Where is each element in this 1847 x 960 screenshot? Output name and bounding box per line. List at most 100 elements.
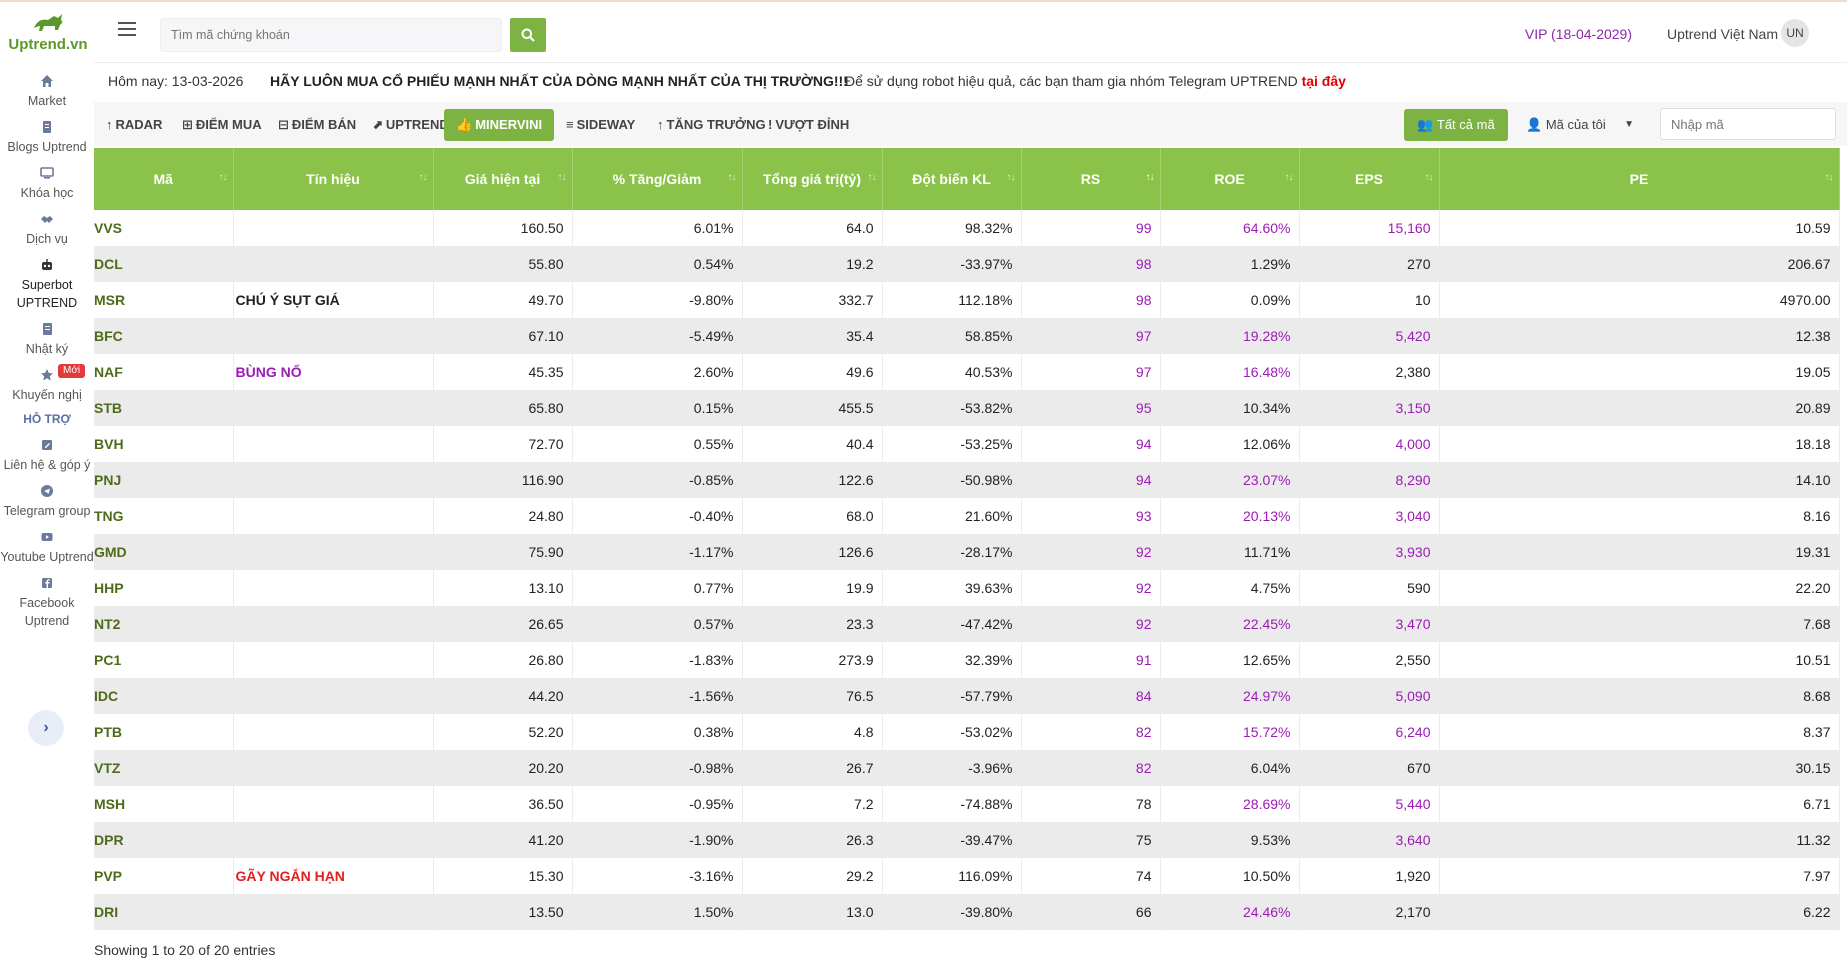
symbol-cell[interactable]: HHP — [94, 570, 234, 606]
symbol-cell[interactable]: PVP — [94, 858, 234, 894]
table-row[interactable]: BVH 72.70 0.55% 40.4 -53.25% 94 12.06% 4,000 18.… — [94, 426, 1840, 462]
symbol-cell[interactable]: MSR — [94, 282, 234, 318]
symbol-cell[interactable]: DRI — [94, 894, 234, 930]
hamburger-menu-icon[interactable] — [118, 22, 136, 36]
table-row[interactable]: PVP GÃY NGẮN HẠN 15.30 -3.16% 29.2 116.09% 74 1… — [94, 858, 1840, 894]
table-row[interactable]: HHP 13.10 0.77% 19.9 39.63% 92 4.75% 590 22.20 — [94, 570, 1840, 606]
symbol-cell[interactable]: NT2 — [94, 606, 234, 642]
sidebar-item-youtube[interactable]: Youtube Uptrend — [0, 528, 94, 566]
all-codes-button[interactable]: 👥 Tất cả mã — [1404, 109, 1508, 141]
price-cell: 72.70 — [433, 426, 573, 462]
sidebar-item-telegram[interactable]: Telegram group — [0, 482, 94, 520]
symbol-cell[interactable]: MSH — [94, 786, 234, 822]
symbol-cell[interactable]: PTB — [94, 714, 234, 750]
eps-cell: 270 — [1299, 246, 1440, 282]
table-row[interactable]: MSR CHÚ Ý SỤT GIÁ 49.70 -9.80% 332.7 112.18% 9… — [94, 282, 1840, 318]
symbol-cell[interactable]: BFC — [94, 318, 234, 354]
symbol-cell[interactable]: GMD — [94, 534, 234, 570]
volume-spike-cell: 40.53% — [882, 354, 1022, 390]
table-row[interactable]: TNG 24.80 -0.40% 68.0 21.60% 93 20.13% 3,040 8.1… — [94, 498, 1840, 534]
change-cell: 6.01% — [572, 210, 743, 246]
tab-điểm-mua[interactable]: ⊞ ĐIỂM MUA — [170, 109, 274, 141]
table-row[interactable]: PC1 26.80 -1.83% 273.9 32.39% 91 12.65% 2,550 10… — [94, 642, 1840, 678]
symbol-cell[interactable]: STB — [94, 390, 234, 426]
tab-uptrend[interactable]: ⬈ UPTREND — [360, 109, 461, 141]
signal-cell — [233, 894, 434, 930]
price-cell: 116.90 — [433, 462, 573, 498]
column-header[interactable]: Tổng giá trị(tỷ) ↑↓ — [742, 148, 883, 210]
roe-cell: 24.46% — [1160, 894, 1300, 930]
sidebar-item-robot[interactable]: Superbot UPTREND — [0, 256, 94, 312]
avatar[interactable]: UN — [1781, 19, 1809, 47]
column-header[interactable]: Đột biến KL ↑↓ — [882, 148, 1022, 210]
column-header[interactable]: ROE ↑↓ — [1160, 148, 1300, 210]
eps-cell: 670 — [1299, 750, 1440, 786]
user-name[interactable]: Uptrend Việt Nam — [1666, 26, 1778, 42]
tab-điểm-bán[interactable]: ⊟ ĐIỂM BÁN — [266, 109, 368, 141]
symbol-cell[interactable]: TNG — [94, 498, 234, 534]
table-row[interactable]: IDC 44.20 -1.56% 76.5 -57.79% 84 24.97% 5,090 8.… — [94, 678, 1840, 714]
table-row[interactable]: VTZ 20.20 -0.98% 26.7 -3.96% 82 6.04% 670 30.15 — [94, 750, 1840, 786]
column-header[interactable]: Giá hiện tại ↑↓ — [433, 148, 573, 210]
column-header[interactable]: Tín hiệu ↑↓ — [233, 148, 434, 210]
price-cell: 26.80 — [433, 642, 573, 678]
roe-cell: 20.13% — [1160, 498, 1300, 534]
sidebar-item-monitor[interactable]: Khóa học — [0, 164, 94, 202]
table-row[interactable]: DRI 13.50 1.50% 13.0 -39.80% 66 24.46% 2,170 6.2… — [94, 894, 1840, 930]
sidebar-item-handshake[interactable]: Dịch vụ — [0, 210, 94, 248]
table-row[interactable]: MSH 36.50 -0.95% 7.2 -74.88% 78 28.69% 5,440 6.7… — [94, 786, 1840, 822]
sidebar-item-label: Youtube Uptrend — [0, 550, 94, 564]
volume-spike-cell: 58.85% — [882, 318, 1022, 354]
search-button[interactable] — [510, 18, 546, 52]
tab-radar[interactable]: ↑ RADAR — [94, 109, 174, 141]
table-row[interactable]: BFC 67.10 -5.49% 35.4 58.85% 97 19.28% 5,420 12.… — [94, 318, 1840, 354]
tab-sideway[interactable]: ≡ SIDEWAY — [554, 109, 647, 141]
brand-logo[interactable]: Uptrend.vn — [8, 12, 88, 58]
column-header-label: Tổng giá trị(tỷ) — [763, 171, 861, 187]
tab-tăng-trưởng[interactable]: ↑ TĂNG TRƯỞNG — [645, 109, 778, 141]
symbol-cell[interactable]: BVH — [94, 426, 234, 462]
table-row[interactable]: DCL 55.80 0.54% 19.2 -33.97% 98 1.29% 270 206.67 — [94, 246, 1840, 282]
table-row[interactable]: NAF BÙNG NỔ 45.35 2.60% 49.6 40.53% 97 16.48% 2,… — [94, 354, 1840, 390]
symbol-cell[interactable]: NAF — [94, 354, 234, 390]
table-row[interactable]: STB 65.80 0.15% 455.5 -53.82% 95 10.34% 3,150 20… — [94, 390, 1840, 426]
table-row[interactable]: PTB 52.20 0.38% 4.8 -53.02% 82 15.72% 6,240 8.37 — [94, 714, 1840, 750]
symbol-cell[interactable]: PC1 — [94, 642, 234, 678]
table-row[interactable]: NT2 26.65 0.57% 23.3 -47.42% 92 22.45% 3,470 7.6… — [94, 606, 1840, 642]
sidebar-item-home[interactable]: Market — [0, 72, 94, 110]
symbol-cell[interactable]: DPR — [94, 822, 234, 858]
column-header[interactable]: RS ↑↓ — [1021, 148, 1161, 210]
symbol-cell[interactable]: VTZ — [94, 750, 234, 786]
symbol-cell[interactable]: IDC — [94, 678, 234, 714]
column-header[interactable]: EPS ↑↓ — [1299, 148, 1440, 210]
column-header[interactable]: Mã ↑↓ — [94, 148, 234, 210]
sidebar-item-edit[interactable]: Liên hệ & góp ý — [0, 436, 94, 474]
column-header[interactable]: % Tăng/Giảm ↑↓ — [572, 148, 743, 210]
code-input[interactable] — [1660, 108, 1836, 140]
search-input[interactable] — [161, 19, 469, 51]
symbol-cell[interactable]: PNJ — [94, 462, 234, 498]
sidebar-item-star[interactable]: Khuyến nghị Mới — [0, 364, 94, 404]
pe-cell: 14.10 — [1439, 462, 1840, 498]
table-row[interactable]: GMD 75.90 -1.17% 126.6 -28.17% 92 11.71% 3,930 1… — [94, 534, 1840, 570]
volume-spike-cell: 116.09% — [882, 858, 1022, 894]
sidebar-item-document[interactable]: Blogs Uptrend — [0, 118, 94, 156]
symbol-cell[interactable]: VVS — [94, 210, 234, 246]
sidebar-item-facebook[interactable]: Facebook Uptrend — [0, 574, 94, 630]
symbol-cell[interactable]: DCL — [94, 246, 234, 282]
sidebar-item-notebook[interactable]: Nhật ký — [0, 320, 94, 358]
column-header[interactable]: PE ↑↓ — [1439, 148, 1840, 210]
eps-cell: 3,640 — [1299, 822, 1440, 858]
price-cell: 26.65 — [433, 606, 573, 642]
tab-vượt-đỉnh[interactable]: ! VƯỢT ĐỈNH — [756, 109, 861, 141]
tab-minervini[interactable]: 👍 MINERVINI — [444, 109, 555, 141]
telegram-link[interactable]: tại đây — [1301, 73, 1346, 89]
table-row[interactable]: DPR 41.20 -1.90% 26.3 -39.47% 75 9.53% 3,640 11.… — [94, 822, 1840, 858]
stock-table: Mã ↑↓ Tín hiệu ↑↓ Giá hiện tại ↑↓ % Tăng/Giảm ↑… — [94, 148, 1840, 930]
my-codes-dropdown[interactable]: 👤 Mã của tôi ▼ — [1526, 109, 1634, 141]
roe-cell: 28.69% — [1160, 786, 1300, 822]
table-row[interactable]: PNJ 116.90 -0.85% 122.6 -50.98% 94 23.07% 8,290… — [94, 462, 1840, 498]
table-row[interactable]: VVS 160.50 6.01% 64.0 98.32% 99 64.60% 15,160 10… — [94, 210, 1840, 246]
pe-cell: 10.51 — [1439, 642, 1840, 678]
sidebar-collapse-button[interactable]: › — [28, 710, 64, 746]
